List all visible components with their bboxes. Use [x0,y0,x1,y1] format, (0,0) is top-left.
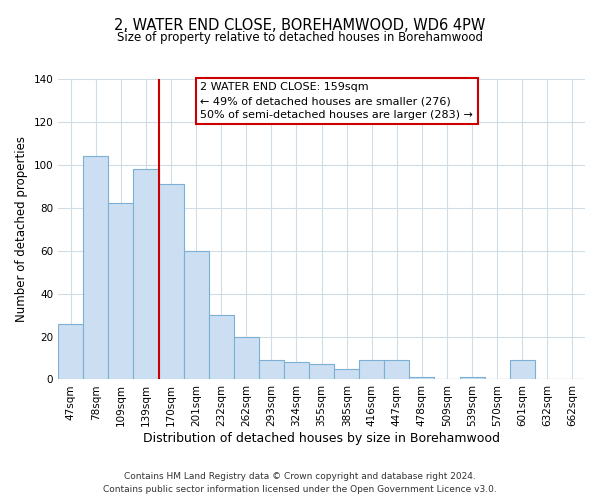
Text: 2 WATER END CLOSE: 159sqm
← 49% of detached houses are smaller (276)
50% of semi: 2 WATER END CLOSE: 159sqm ← 49% of detac… [200,82,473,120]
X-axis label: Distribution of detached houses by size in Borehamwood: Distribution of detached houses by size … [143,432,500,445]
Text: 2, WATER END CLOSE, BOREHAMWOOD, WD6 4PW: 2, WATER END CLOSE, BOREHAMWOOD, WD6 4PW [115,18,485,32]
Bar [184,250,209,380]
Bar [309,364,334,380]
Bar [158,184,184,380]
Bar [334,368,359,380]
Text: Contains HM Land Registry data © Crown copyright and database right 2024.
Contai: Contains HM Land Registry data © Crown c… [103,472,497,494]
Bar [209,315,234,380]
Bar [460,378,485,380]
Bar [385,360,409,380]
Text: Size of property relative to detached houses in Borehamwood: Size of property relative to detached ho… [117,31,483,44]
Bar [58,324,83,380]
Bar [409,378,434,380]
Bar [83,156,109,380]
Bar [259,360,284,380]
Bar [234,336,259,380]
Bar [284,362,309,380]
Y-axis label: Number of detached properties: Number of detached properties [15,136,28,322]
Bar [109,204,133,380]
Bar [510,360,535,380]
Bar [359,360,385,380]
Bar [133,169,158,380]
